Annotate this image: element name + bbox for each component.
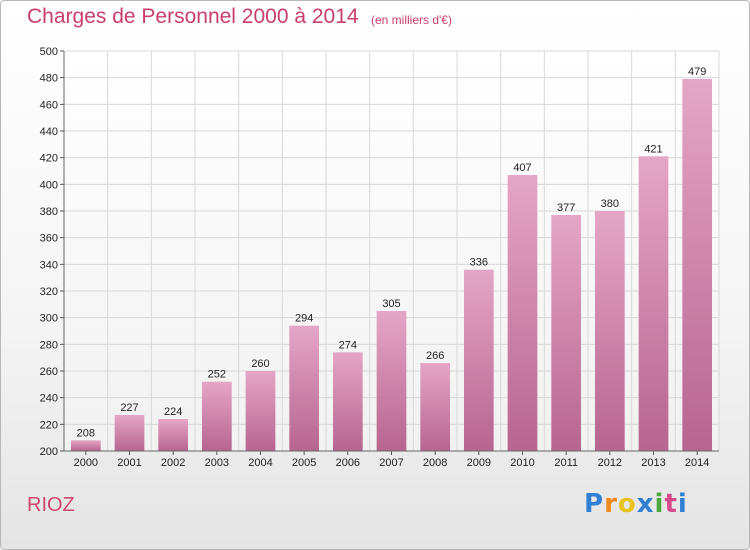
x-tick-label: 2014 (685, 457, 709, 469)
y-tick-label: 460 (40, 99, 58, 111)
x-tick-label: 2008 (423, 457, 447, 469)
x-tick-label: 2003 (205, 457, 229, 469)
logo-letter: i (654, 489, 665, 519)
y-tick-label: 480 (40, 73, 58, 85)
x-tick-label: 2009 (467, 457, 491, 469)
bar (507, 175, 538, 451)
y-tick-label: 400 (40, 179, 58, 191)
data-label: 252 (208, 369, 226, 381)
bar (420, 363, 451, 451)
x-tick-label: 2012 (598, 457, 622, 469)
bar (201, 381, 232, 451)
data-label: 380 (601, 198, 619, 210)
y-tick-label: 240 (40, 393, 58, 405)
bar (332, 352, 363, 451)
x-tick-label: 2004 (248, 457, 272, 469)
logo-letter: o (617, 489, 637, 519)
bar (594, 211, 625, 451)
bar (158, 419, 189, 451)
y-tick-label: 260 (40, 366, 58, 378)
x-tick-label: 2001 (117, 457, 141, 469)
bar (289, 325, 320, 451)
data-label: 294 (295, 313, 313, 325)
x-tick-label: 2005 (292, 457, 316, 469)
x-tick-label: 2011 (554, 457, 578, 469)
data-label: 208 (77, 427, 95, 439)
bar (638, 156, 669, 452)
data-label: 274 (339, 339, 357, 351)
data-label: 260 (251, 358, 269, 370)
data-label: 407 (513, 162, 531, 174)
data-label: 421 (644, 143, 662, 155)
logo-letter: r (604, 489, 618, 519)
x-tick-label: 2006 (336, 457, 360, 469)
data-label: 305 (382, 298, 400, 310)
data-label: 227 (120, 402, 138, 414)
data-label: 479 (688, 66, 706, 78)
bar (376, 311, 407, 451)
bar (682, 79, 713, 451)
bar (463, 269, 494, 451)
x-tick-label: 2007 (379, 457, 403, 469)
y-tick-label: 440 (40, 126, 58, 138)
y-tick-label: 360 (40, 233, 58, 245)
bar (245, 371, 276, 451)
y-tick-label: 200 (40, 446, 58, 458)
y-tick-label: 220 (40, 419, 58, 431)
logo-letter: P (584, 489, 605, 519)
x-tick-label: 2013 (641, 457, 665, 469)
x-tick-label: 2002 (161, 457, 185, 469)
chart-title: Charges de Personnel 2000 à 2014 (27, 5, 359, 28)
y-tick-label: 380 (40, 206, 58, 218)
y-tick-label: 300 (40, 313, 58, 325)
data-label: 266 (426, 350, 444, 362)
y-tick-label: 340 (40, 259, 58, 271)
bar (70, 440, 101, 451)
bar (551, 215, 582, 451)
y-tick-label: 420 (40, 153, 58, 165)
y-tick-label: 280 (40, 339, 58, 351)
logo-letter: t (664, 489, 678, 519)
data-label: 336 (470, 257, 488, 269)
logo-letter: i (677, 489, 688, 519)
data-label: 224 (164, 406, 182, 418)
y-tick-label: 500 (40, 46, 58, 58)
x-tick-label: 2010 (510, 457, 534, 469)
y-tick-label: 320 (40, 286, 58, 298)
chart-subtitle: (en milliers d'€) (371, 13, 452, 27)
data-label: 377 (557, 202, 575, 214)
proxiti-logo: Proxiti (584, 489, 688, 519)
x-tick-label: 2000 (74, 457, 98, 469)
bar (114, 415, 145, 451)
logo-letter: x (636, 489, 655, 519)
place-name: RIOZ (27, 494, 75, 516)
